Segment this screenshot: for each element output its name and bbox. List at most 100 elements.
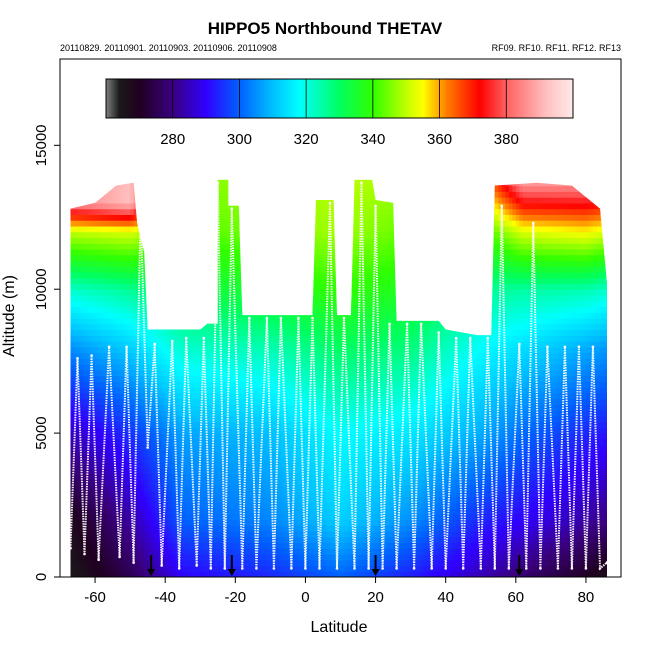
heatmap-cell [126, 467, 131, 474]
heatmap-cell [158, 306, 163, 313]
heatmap-cell [70, 243, 75, 250]
heatmap-cell [119, 323, 124, 331]
heatmap-cell [168, 191, 173, 198]
heatmap-cell [231, 456, 236, 463]
heatmap-cell [252, 266, 257, 273]
heatmap-cell [287, 283, 293, 290]
heatmap-cell [112, 208, 117, 215]
heatmap-cell [266, 271, 271, 279]
heatmap-cell [88, 364, 93, 371]
heatmap-cell [263, 507, 268, 515]
heatmap-cell [88, 220, 93, 227]
heatmap-cell [112, 536, 117, 544]
heatmap-cell [312, 519, 317, 526]
heatmap-cell [270, 358, 275, 365]
heatmap-cell [207, 266, 212, 273]
heatmap-cell [259, 553, 264, 561]
heatmap-cell [245, 513, 250, 521]
heatmap-cell [154, 294, 159, 302]
heatmap-cell [123, 243, 128, 250]
heatmap-cell [284, 542, 289, 549]
heatmap-cell [154, 306, 159, 313]
heatmap-cell [119, 208, 124, 215]
heatmap-cell [130, 208, 135, 215]
heatmap-cell [175, 312, 180, 319]
heatmap-cell [200, 300, 205, 308]
heatmap-cell [133, 490, 138, 498]
heatmap-cell [158, 404, 163, 411]
heatmap-cell [217, 553, 222, 561]
heatmap-cell [238, 513, 243, 521]
heatmap-cell [158, 346, 163, 354]
heatmap-cell [112, 410, 117, 417]
heatmap-cell [186, 513, 191, 521]
heatmap-cell [305, 283, 310, 290]
heatmap-cell [256, 444, 261, 451]
heatmap-cell [109, 484, 114, 492]
heatmap-cell [70, 266, 72, 273]
heatmap-cell [133, 283, 138, 290]
heatmap-cell [207, 323, 212, 331]
heatmap-cell [151, 202, 156, 210]
heatmap-cell [144, 271, 149, 279]
heatmap-cell [74, 220, 79, 227]
heatmap-cell [158, 202, 163, 210]
heatmap-cell [92, 168, 96, 174]
heatmap-cell [70, 260, 75, 267]
heatmap-cell [70, 513, 72, 521]
heatmap-cell [133, 433, 138, 440]
heatmap-cell [70, 404, 75, 411]
heatmap-cell [105, 433, 110, 440]
heatmap-cell [126, 553, 131, 561]
heatmap-cell [154, 433, 159, 440]
heatmap-cell [235, 208, 240, 215]
heatmap-cell [151, 312, 156, 319]
heatmap-cell [189, 248, 194, 256]
heatmap-cell [189, 346, 194, 354]
heatmap-cell [161, 260, 166, 267]
heatmap-cell [266, 202, 271, 210]
heatmap-cell [109, 231, 114, 239]
heatmap-cell [88, 387, 93, 394]
heatmap-cell [200, 220, 205, 227]
heatmap-cell [151, 375, 156, 382]
heatmap-cell [113, 168, 117, 174]
heatmap-cell [70, 415, 72, 423]
heatmap-cell [193, 421, 198, 428]
heatmap-cell [182, 496, 187, 503]
heatmap-cell [130, 433, 135, 440]
heatmap-cell [74, 289, 79, 296]
heatmap-cell [102, 536, 107, 544]
heatmap-cell [102, 289, 107, 296]
heatmap-cell [137, 392, 142, 400]
heatmap-cell [200, 266, 205, 273]
heatmap-cell [287, 392, 293, 400]
heatmap-cell [116, 341, 121, 348]
heatmap-cell [102, 220, 107, 227]
heatmap-cell [224, 277, 229, 285]
heatmap-cell [175, 243, 180, 250]
heatmap-cell [70, 341, 72, 348]
heatmap-cell [252, 398, 257, 405]
heatmap-cell [77, 277, 82, 285]
heatmap-cell [238, 456, 243, 463]
heatmap-cell [172, 266, 177, 273]
heatmap-cell [130, 438, 135, 446]
heatmap-cell [252, 467, 257, 474]
heatmap-cell [231, 530, 236, 538]
heatmap-cell [193, 266, 198, 273]
heatmap-cell [196, 185, 201, 192]
heatmap-cell [70, 456, 75, 463]
heatmap-cell [84, 530, 89, 538]
heatmap-cell [228, 519, 233, 526]
heatmap-cell [126, 410, 131, 417]
heatmap-cell [168, 214, 173, 221]
heatmap-cell [168, 484, 173, 492]
heatmap-cell [147, 433, 152, 440]
heatmap-cell [277, 467, 282, 474]
heatmap-cell [130, 490, 135, 498]
heatmap-cell [172, 197, 177, 204]
heatmap-cell [70, 202, 75, 210]
heatmap-cell [221, 473, 226, 480]
heatmap-cell [246, 168, 250, 174]
